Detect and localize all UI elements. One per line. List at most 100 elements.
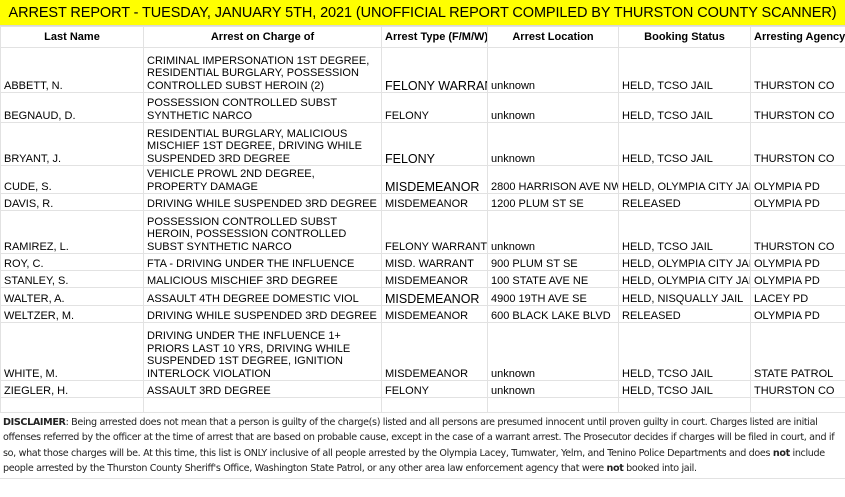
cell-agency: STATE PATROL <box>750 322 845 381</box>
cell-last-name: RAMIREZ, L. <box>0 210 144 254</box>
cell-location: unknown <box>487 122 619 166</box>
cell-booking-status: RELEASED <box>618 305 751 323</box>
cell-last-name: ABBETT, N. <box>0 47 144 93</box>
cell-arrest-type: MISD. WARRANT <box>381 253 488 271</box>
table-row: DAVIS, R. DRIVING WHILE SUSPENDED 3RD DEG… <box>0 193 845 211</box>
cell-location: unknown <box>487 322 619 381</box>
cell-last-name: WELTZER, M. <box>0 305 144 323</box>
disclaimer-text: include people arrested by the Thurston … <box>3 447 825 474</box>
header-row: Last Name Arrest on Charge of Arrest Typ… <box>0 26 845 48</box>
cell-booking-status <box>618 397 751 413</box>
cell-location: 1200 PLUM ST SE <box>487 193 619 211</box>
cell-location: 900 PLUM ST SE <box>487 253 619 271</box>
cell-last-name: WHITE, M. <box>0 322 144 381</box>
cell-arrest-type: FELONY WARRANT <box>381 210 488 254</box>
cell-last-name: BEGNAUD, D. <box>0 92 144 123</box>
report-title: ARREST REPORT - TUESDAY, JANUARY 5TH, 20… <box>0 0 845 26</box>
cell-location: unknown <box>487 47 619 93</box>
cell-charge <box>143 397 382 413</box>
cell-location: 2800 HARRISON AVE NW <box>487 165 619 194</box>
header-agency: Arresting Agency <box>750 26 845 48</box>
cell-agency: OLYMPIA PD <box>750 165 845 194</box>
disclaimer-text: : Being arrested does not mean that a pe… <box>3 417 835 459</box>
cell-location: 100 STATE AVE NE <box>487 270 619 288</box>
cell-agency: THURSTON CO <box>750 210 845 254</box>
table-row: WALTER, A. ASSAULT 4TH DEGREE DOMESTIC VI… <box>0 287 845 306</box>
cell-arrest-type: MISDEMEANOR <box>381 165 488 194</box>
cell-agency: OLYMPIA PD <box>750 270 845 288</box>
disclaimer: DISCLAIMER: Being arrested does not mean… <box>0 413 845 480</box>
cell-booking-status: HELD, TCSO JAIL <box>618 122 751 166</box>
cell-charge: POSSESSION CONTROLLED SUBST SYNTHETIC NA… <box>143 92 382 123</box>
cell-agency: LACEY PD <box>750 287 845 306</box>
cell-agency: THURSTON CO <box>750 47 845 93</box>
cell-charge: VEHICLE PROWL 2ND DEGREE, PROPERTY DAMAG… <box>143 165 382 194</box>
cell-agency: OLYMPIA PD <box>750 193 845 211</box>
cell-last-name: CUDE, S. <box>0 165 144 194</box>
cell-charge: DRIVING WHILE SUSPENDED 3RD DEGREE <box>143 193 382 211</box>
cell-last-name <box>0 397 144 413</box>
cell-last-name: ROY, C. <box>0 253 144 271</box>
cell-charge: ASSAULT 4TH DEGREE DOMESTIC VIOL <box>143 287 382 306</box>
disclaimer-emphasis: not <box>606 462 624 474</box>
disclaimer-label: DISCLAIMER <box>3 417 66 428</box>
table-row: RAMIREZ, L. POSSESSION CONTROLLED SUBST H… <box>0 210 845 254</box>
cell-agency <box>750 397 845 413</box>
cell-agency: OLYMPIA PD <box>750 253 845 271</box>
cell-arrest-type: MISDEMEANOR <box>381 305 488 323</box>
cell-charge: FTA - DRIVING UNDER THE INFLUENCE <box>143 253 382 271</box>
cell-agency: THURSTON CO <box>750 380 845 398</box>
cell-arrest-type: MISDEMEANOR <box>381 287 488 306</box>
table-row: WHITE, M. DRIVING UNDER THE INFLUENCE 1+ … <box>0 322 845 381</box>
cell-charge: CRIMINAL IMPERSONATION 1ST DEGREE, RESID… <box>143 47 382 93</box>
table-row: ROY, C. FTA - DRIVING UNDER THE INFLUENCE… <box>0 253 845 271</box>
cell-charge: MALICIOUS MISCHIEF 3RD DEGREE <box>143 270 382 288</box>
cell-booking-status: HELD, NISQUALLY JAIL <box>618 287 751 306</box>
table-row <box>0 397 845 413</box>
cell-booking-status: HELD, OLYMPIA CITY JAIL <box>618 270 751 288</box>
cell-arrest-type: FELONY <box>381 380 488 398</box>
cell-charge: DRIVING UNDER THE INFLUENCE 1+ PRIORS LA… <box>143 322 382 381</box>
cell-charge: ASSAULT 3RD DEGREE <box>143 380 382 398</box>
cell-booking-status: HELD, TCSO JAIL <box>618 380 751 398</box>
cell-agency: OLYMPIA PD <box>750 305 845 323</box>
cell-arrest-type: FELONY <box>381 92 488 123</box>
header-location: Arrest Location <box>487 26 619 48</box>
cell-charge: POSSESSION CONTROLLED SUBST HEROIN, POSS… <box>143 210 382 254</box>
table-row: WELTZER, M. DRIVING WHILE SUSPENDED 3RD D… <box>0 305 845 323</box>
cell-location: unknown <box>487 92 619 123</box>
cell-charge: DRIVING WHILE SUSPENDED 3RD DEGREE <box>143 305 382 323</box>
cell-last-name: STANLEY, S. <box>0 270 144 288</box>
header-charge: Arrest on Charge of <box>143 26 382 48</box>
cell-last-name: WALTER, A. <box>0 287 144 306</box>
header-booking-status: Booking Status <box>618 26 751 48</box>
table-row: BRYANT, J. RESIDENTIAL BURGLARY, MALICIOU… <box>0 122 845 166</box>
cell-booking-status: HELD, TCSO JAIL <box>618 47 751 93</box>
cell-last-name: BRYANT, J. <box>0 122 144 166</box>
cell-location: 4900 19TH AVE SE <box>487 287 619 306</box>
cell-arrest-type <box>381 397 488 413</box>
cell-booking-status: HELD, TCSO JAIL <box>618 92 751 123</box>
table-row: ZIEGLER, H. ASSAULT 3RD DEGREE FELONY unkno… <box>0 380 845 398</box>
cell-arrest-type: MISDEMEANOR <box>381 270 488 288</box>
cell-last-name: DAVIS, R. <box>0 193 144 211</box>
cell-booking-status: HELD, TCSO JAIL <box>618 210 751 254</box>
cell-arrest-type: FELONY <box>381 122 488 166</box>
table-row: CUDE, S. VEHICLE PROWL 2ND DEGREE, PROPER… <box>0 165 845 194</box>
table-row: ABBETT, N. CRIMINAL IMPERSONATION 1ST DEG… <box>0 47 845 93</box>
cell-location <box>487 397 619 413</box>
header-arrest-type: Arrest Type (F/M/W) <box>381 26 488 48</box>
cell-agency: THURSTON CO <box>750 92 845 123</box>
arrest-table: Last Name Arrest on Charge of Arrest Typ… <box>0 26 845 413</box>
table-row: BEGNAUD, D. POSSESSION CONTROLLED SUBST S… <box>0 92 845 123</box>
cell-location: unknown <box>487 380 619 398</box>
cell-charge: RESIDENTIAL BURGLARY, MALICIOUS MISCHIEF… <box>143 122 382 166</box>
cell-booking-status: HELD, OLYMPIA CITY JAIL <box>618 165 751 194</box>
cell-arrest-type: FELONY WARRAN <box>381 47 488 93</box>
cell-location: 600 BLACK LAKE BLVD <box>487 305 619 323</box>
cell-arrest-type: MISDEMEANOR <box>381 322 488 381</box>
cell-last-name: ZIEGLER, H. <box>0 380 144 398</box>
table-row: STANLEY, S. MALICIOUS MISCHIEF 3RD DEGREE… <box>0 270 845 288</box>
disclaimer-text: booked into jail. <box>623 462 697 474</box>
cell-booking-status: RELEASED <box>618 193 751 211</box>
